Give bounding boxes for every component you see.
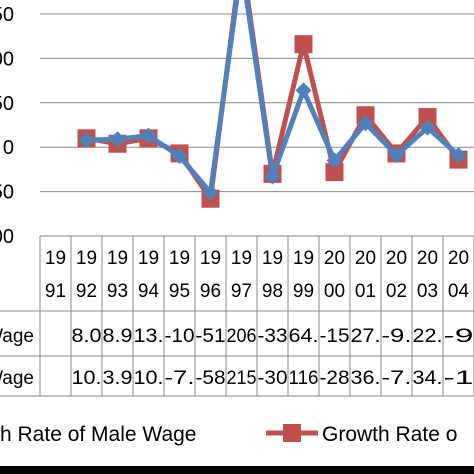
data-point-diamond — [326, 152, 343, 169]
table-cell: -51 — [196, 326, 226, 347]
bottom-rule — [0, 466, 474, 474]
x-category-label: 91 — [45, 281, 66, 302]
table-cell: -58 — [196, 368, 226, 389]
legend: h Rate of Male Wage Growth Rate o — [0, 423, 457, 446]
data-point-diamond — [109, 131, 126, 148]
gridlines — [40, 13, 474, 237]
x-category-label: 19 — [169, 248, 190, 269]
x-category-label: 19 — [76, 248, 97, 269]
x-category-label: 20 — [417, 248, 438, 269]
table-cell: 8.0 — [72, 326, 102, 347]
series-line — [86, 0, 461, 195]
data-point-diamond — [202, 184, 219, 201]
data-point-diamond — [264, 168, 281, 185]
table-cell: -7. — [165, 368, 195, 389]
y-tick-label: -50 — [0, 182, 14, 204]
x-category-label: 19 — [45, 248, 66, 269]
x-category-label: 96 — [200, 281, 221, 302]
x-category-label: 03 — [417, 281, 438, 302]
data-point-square — [325, 163, 344, 182]
data-point-square — [418, 108, 437, 127]
y-tick-label: -100 — [0, 226, 14, 248]
data-table: 19 91 19 92 19 93 19 94 19 95 19 96 19 97 19 98 19 99 20 00… — [0, 236, 474, 397]
x-category-label: 98 — [262, 281, 283, 302]
x-category-label: 02 — [386, 281, 407, 302]
x-category-label: 92 — [76, 281, 97, 302]
data-point-diamond — [171, 148, 188, 165]
y-axis-tick-labels: 150 100 50 0 -50 -100 — [0, 4, 14, 248]
table-cell: -9 — [444, 326, 474, 347]
table-cell: 27. — [351, 326, 381, 347]
table-cell: 10. — [72, 368, 102, 389]
table-cell: 10. — [134, 368, 164, 389]
table-cell: 36. — [351, 368, 381, 389]
table-cell: 64. — [289, 326, 319, 347]
data-point-diamond — [295, 82, 312, 99]
y-tick-label: 50 — [0, 93, 14, 115]
legend-marker-female — [283, 424, 301, 442]
table-row-label: Wage — [0, 368, 34, 389]
data-point-diamond — [388, 147, 405, 164]
table-cell: -10 — [165, 326, 195, 347]
table-cell: 34. — [413, 368, 443, 389]
data-point-diamond — [78, 132, 95, 149]
table-row-label: Wage — [0, 326, 34, 347]
x-category-label: 94 — [138, 281, 160, 302]
x-category-label: 19 — [262, 248, 283, 269]
table-cell: -15 — [320, 326, 350, 347]
series-lines — [77, 0, 468, 208]
table-cell: 215 — [227, 368, 257, 389]
table-cell: -30 — [258, 368, 288, 389]
table-cell: -28 — [320, 368, 350, 389]
x-category-label: 95 — [169, 281, 190, 302]
legend-label-female: Growth Rate o — [322, 423, 457, 446]
series-male — [78, 0, 467, 201]
table-cell: 8.9 — [103, 326, 133, 347]
data-point-diamond — [140, 127, 157, 144]
table-cell: 13. — [134, 326, 164, 347]
x-category-label: 04 — [448, 281, 470, 302]
x-category-label: 97 — [231, 281, 252, 302]
x-category-label: 01 — [355, 281, 376, 302]
legend-label-male: h Rate of Male Wage — [0, 423, 197, 446]
table-cell: 116 — [289, 368, 319, 389]
data-point-diamond — [450, 147, 467, 164]
table-cell: -1 — [444, 368, 474, 389]
table-cell: -9. — [382, 326, 412, 347]
data-point-diamond — [357, 115, 374, 132]
table-cell: 206 — [227, 326, 257, 347]
data-point-square — [294, 35, 313, 54]
x-category-label: 19 — [231, 248, 252, 269]
table-cell: 3.9 — [103, 368, 133, 389]
x-category-label: 19 — [200, 248, 221, 269]
data-point-diamond — [419, 119, 436, 136]
x-category-label: 20 — [386, 248, 407, 269]
x-category-label: 99 — [293, 281, 314, 302]
table-cell: -7. — [382, 368, 412, 389]
table-cell: -33 — [258, 326, 288, 347]
x-category-label: 00 — [324, 281, 345, 302]
y-tick-label: 0 — [3, 137, 14, 159]
x-category-label: 19 — [138, 248, 159, 269]
x-category-label: 19 — [293, 248, 314, 269]
table-cell: 22. — [413, 326, 443, 347]
x-category-label: 20 — [448, 248, 469, 269]
x-category-label: 20 — [324, 248, 345, 269]
x-category-label: 20 — [355, 248, 376, 269]
y-tick-label: 100 — [0, 48, 14, 70]
x-category-label: 93 — [107, 281, 128, 302]
y-tick-label: 150 — [0, 4, 14, 26]
x-category-label: 19 — [107, 248, 128, 269]
